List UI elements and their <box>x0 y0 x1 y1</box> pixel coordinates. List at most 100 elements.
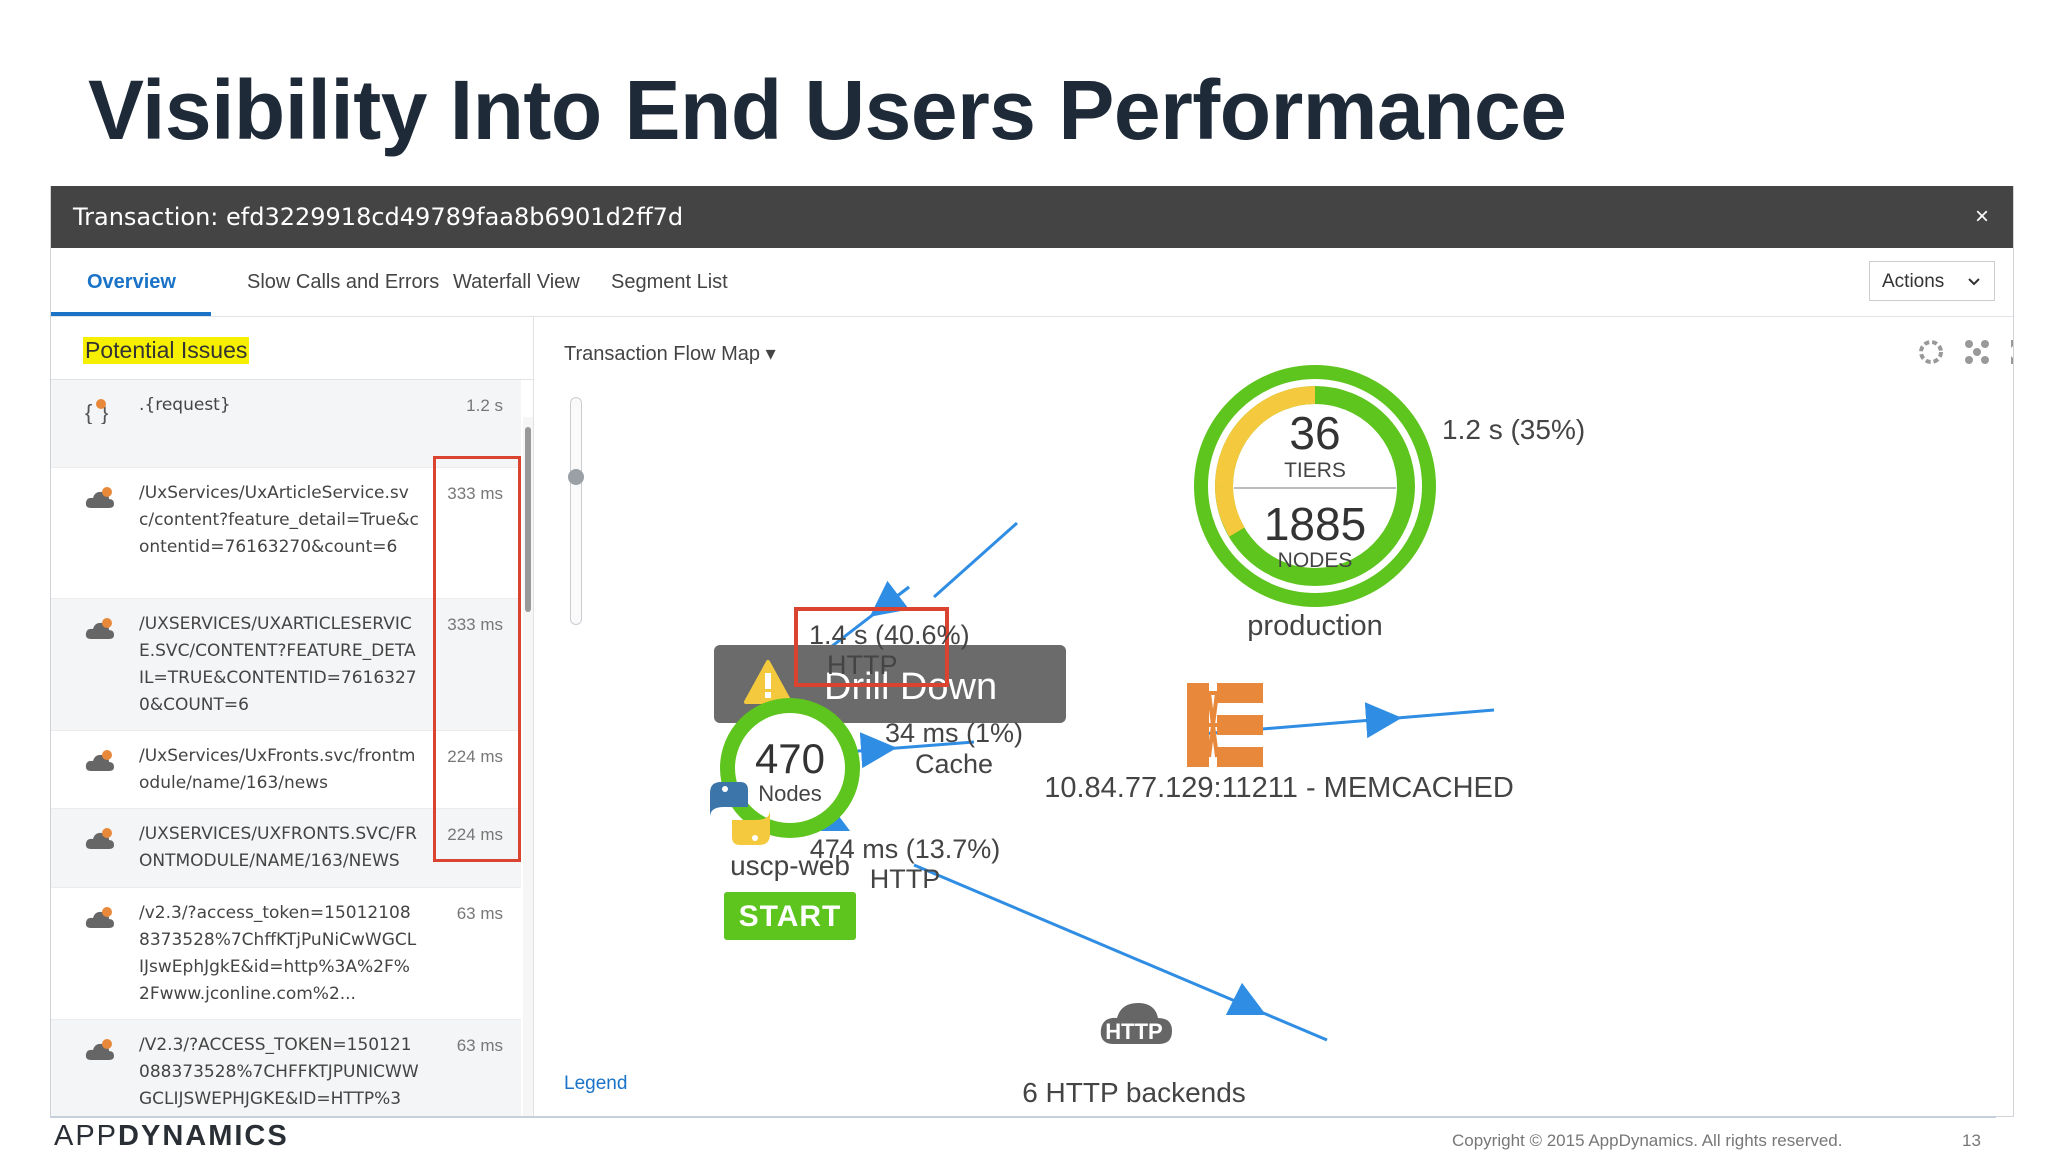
scrollbar-thumb[interactable] <box>525 427 531 612</box>
nodes-count: 1885 <box>1264 498 1366 550</box>
production-inner-ring-warning-b <box>1215 485 1245 537</box>
legend-link[interactable]: Legend <box>564 1073 628 1094</box>
red-highlight-box-durations <box>433 456 521 862</box>
issue-text: /V2.3/?ACCESS_TOKEN=150121088373528%7CHF… <box>139 1035 419 1109</box>
issue-text: /UXSERVICES/UXFRONTS.SVC/FRONTMODULE/NAM… <box>139 824 417 871</box>
nodes-label: NODES <box>1278 549 1353 572</box>
issue-duration: 1.2 s <box>466 396 503 415</box>
edge-http-type: HTTP <box>870 864 941 894</box>
issue-row[interactable]: /UXSERVICES/UXFRONTS.SVC/FRONTMODULE/NAM… <box>51 809 521 888</box>
start-node-count: 470 <box>755 735 825 782</box>
tab-waterfall-view[interactable]: Waterfall View <box>453 271 580 293</box>
start-node[interactable]: 470 Nodes <box>720 698 860 838</box>
close-icon[interactable]: × <box>1974 203 1989 230</box>
warning-icon-dot <box>765 692 771 698</box>
copyright-text: Copyright © 2015 AppDynamics. All rights… <box>1452 1131 1843 1150</box>
layout-nodes-icon[interactable] <box>1962 337 1992 367</box>
flow-map-canvas: 36 TIERS 1885 NODES 1.2 s (35%) producti… <box>710 365 1585 1108</box>
issue-duration: 63 ms <box>456 904 503 923</box>
edge-cache-arrow-b <box>1364 702 1402 739</box>
scrollbar-track[interactable] <box>523 417 533 1116</box>
edge-cache-time: 34 ms (1%) <box>885 718 1023 748</box>
production-inner-ring-warning <box>1215 386 1316 487</box>
tab-slow-calls-and-errors[interactable]: Slow Calls and Errors <box>247 271 440 293</box>
issue-text: /UxServices/UxFronts.svc/frontmodule/nam… <box>139 746 416 793</box>
logo-light-part: APP <box>54 1120 119 1152</box>
edge-production-upper <box>933 521 1018 599</box>
issue-duration: 224 ms <box>447 747 503 766</box>
edge-http-time: 474 ms (13.7%) <box>810 834 1001 864</box>
issue-row[interactable]: {} .{request} 1.2 s <box>51 380 521 468</box>
transaction-window: Transaction: efd3229918cd49789faa8b6901d… <box>50 186 2014 1117</box>
actions-dropdown[interactable]: Actions <box>1869 261 1995 301</box>
issue-row[interactable]: /UxServices/UxArticleService.svc/content… <box>51 468 521 599</box>
footer-divider <box>50 1116 1996 1118</box>
expand-icon[interactable] <box>2008 337 2013 367</box>
tab-segment-list[interactable]: Segment List <box>611 271 728 293</box>
issue-text: /v2.3/?access_token=150121088373528%7Chf… <box>139 903 417 1004</box>
python-icon <box>710 782 770 845</box>
cloud-error-icon <box>85 486 114 508</box>
divider <box>51 379 533 380</box>
production-tier-node[interactable]: 36 TIERS 1885 NODES <box>1194 365 1436 607</box>
http-backends-icon[interactable]: HTTP <box>1100 1003 1172 1044</box>
issue-duration: 333 ms <box>447 484 503 503</box>
logo-bold-part: DYNAMICS <box>118 1120 289 1152</box>
chevron-down-icon <box>1966 262 1982 318</box>
svg-text:{: { <box>85 400 92 424</box>
warning-icon-bar <box>765 673 771 689</box>
tab-bar: Overview Slow Calls and Errors Waterfall… <box>51 248 2013 317</box>
issue-row[interactable]: /v2.3/?access_token=150121088373528%7Chf… <box>51 888 521 1020</box>
red-highlight-box <box>794 607 949 687</box>
production-time: 1.2 s (35%) <box>1442 414 1585 445</box>
start-badge: START <box>724 892 856 940</box>
request-icon: {} <box>85 398 113 425</box>
memcached-icon[interactable] <box>1187 683 1263 767</box>
flow-map-title[interactable]: Transaction Flow Map ▾ <box>564 341 776 366</box>
issue-row[interactable]: /UXSERVICES/UXARTICLESERVICE.SVC/CONTENT… <box>51 599 521 731</box>
zoom-slider-handle[interactable] <box>568 469 584 485</box>
http-icon-label: HTTP <box>1105 1019 1162 1044</box>
svg-text:}: } <box>101 400 108 424</box>
actions-label: Actions <box>1882 271 1945 292</box>
production-outer-ring <box>1194 365 1436 607</box>
cloud-error-icon <box>85 1038 114 1060</box>
edge-http-arrow-b <box>1225 982 1267 1016</box>
flow-map-title-label: Transaction Flow Map <box>564 343 760 365</box>
potential-issues-panel: Potential Issues {} .{request} 1.2 s /Ux… <box>51 317 534 1116</box>
zoom-slider-track[interactable] <box>570 397 582 625</box>
flow-map-panel: Transaction Flow Map ▾ Legend <box>534 317 2013 1116</box>
issue-duration: 333 ms <box>447 615 503 634</box>
page-number: 13 <box>1962 1131 1981 1150</box>
edge-cache-arrow-a <box>859 732 897 769</box>
cloud-error-icon <box>85 749 114 771</box>
issue-row[interactable]: /V2.3/?ACCESS_TOKEN=150121088373528%7CHF… <box>51 1020 521 1116</box>
production-name: production <box>1247 610 1382 642</box>
cloud-error-icon <box>85 906 114 928</box>
issue-text: /UxServices/UxArticleService.svc/content… <box>139 483 419 557</box>
production-core <box>1235 406 1395 566</box>
issue-duration: 63 ms <box>456 1036 503 1055</box>
edge-cache-type: Cache <box>915 749 993 779</box>
cloud-error-icon <box>85 827 114 849</box>
tiers-label: TIERS <box>1284 459 1346 482</box>
edge-production-type: HTTP <box>827 650 898 680</box>
potential-issues-title: Potential Issues <box>83 337 250 364</box>
edge-production-arrow <box>869 580 910 617</box>
active-tab-indicator <box>51 312 211 316</box>
window-title: Transaction: efd3229918cd49789faa8b6901d… <box>73 203 684 231</box>
http-backends-name: 6 HTTP backends <box>1022 1077 1246 1108</box>
issue-text: /UXSERVICES/UXARTICLESERVICE.SVC/CONTENT… <box>139 614 417 715</box>
issue-row[interactable]: /UxServices/UxFronts.svc/frontmodule/nam… <box>51 731 521 809</box>
tiers-count: 36 <box>1289 407 1340 459</box>
cloud-error-icon <box>85 617 114 639</box>
slide-title: Visibility Into End Users Performance <box>88 63 1567 157</box>
start-node-core <box>735 713 845 823</box>
start-node-name: uscp-web <box>730 850 850 881</box>
window-titlebar: Transaction: efd3229918cd49789faa8b6901d… <box>51 186 2013 248</box>
issue-duration: 224 ms <box>447 825 503 844</box>
settings-gear-icon[interactable] <box>1916 337 1946 367</box>
edge-production-time: 1.4 s (40.6%) <box>809 620 970 650</box>
issue-text: .{request} <box>139 395 231 415</box>
tab-overview[interactable]: Overview <box>87 271 176 293</box>
